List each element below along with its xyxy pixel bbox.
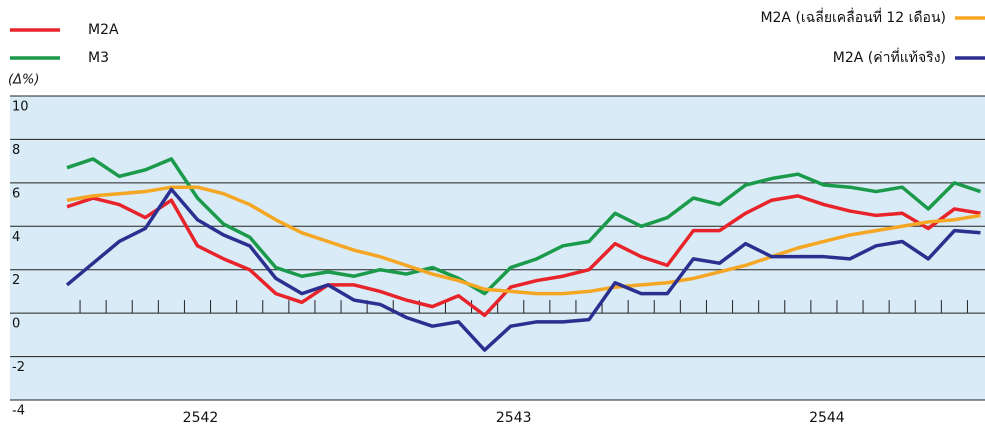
line-series — [66, 185, 981, 296]
y-tick-label: 8 — [12, 143, 20, 158]
x-tick-label: 2544 — [809, 410, 845, 426]
legend-label: M2A (เฉลี่ยเคลื่อนที่ 12 เดือน) — [760, 8, 946, 26]
legend-label: M2A (ค่าที่แท้จริง) — [833, 48, 946, 66]
y-tick-label: 4 — [12, 230, 20, 245]
y-tick-label: 6 — [12, 186, 20, 201]
x-tick-label: 2543 — [496, 410, 532, 426]
x-tick-label: 2542 — [183, 410, 219, 426]
y-tick-label: -4 — [12, 404, 25, 419]
y-tick-label: 10 — [12, 100, 29, 115]
legend-label: M2A — [88, 22, 119, 38]
y-tick-label: -2 — [12, 360, 25, 375]
line-series — [65, 187, 981, 352]
y-axis-label: (Δ%) — [8, 73, 39, 88]
legend-label: M3 — [88, 50, 109, 66]
y-tick-label: 0 — [12, 317, 20, 332]
plot-background — [10, 96, 985, 400]
line-series — [66, 157, 982, 296]
y-tick-label: 2 — [12, 273, 20, 288]
line-series — [66, 194, 981, 318]
